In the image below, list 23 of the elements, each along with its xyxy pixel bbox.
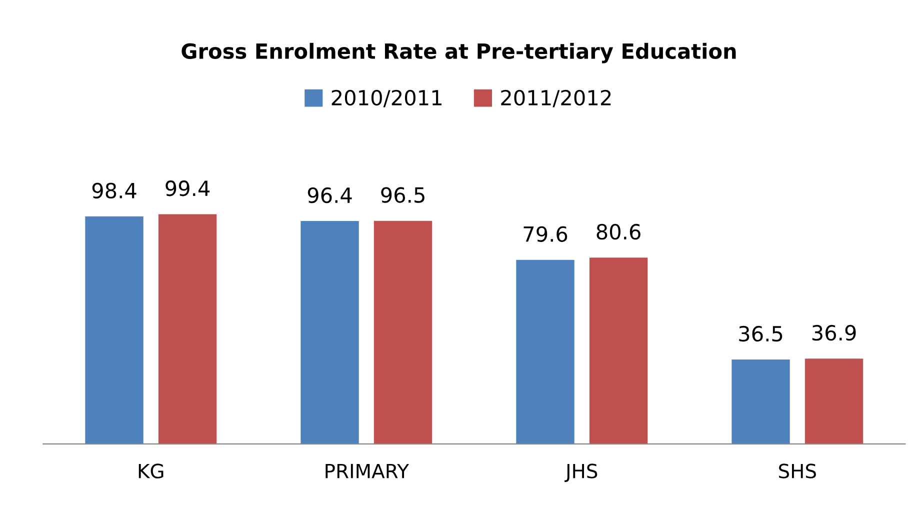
bar xyxy=(85,216,144,444)
x-tick-label: PRIMARY xyxy=(326,464,410,478)
bar xyxy=(374,220,432,444)
bar xyxy=(158,214,217,444)
data-label: 36.9 xyxy=(812,324,856,341)
legend-label: 2011/2012 xyxy=(501,90,611,108)
data-label: 80.6 xyxy=(596,224,640,240)
legend-label: 2010/2011 xyxy=(332,90,442,108)
bar xyxy=(300,221,359,444)
data-label: 36.5 xyxy=(739,326,782,342)
data-label: 79.6 xyxy=(524,226,568,242)
data-label: 96.5 xyxy=(381,187,424,203)
x-tick-label: JHS xyxy=(564,464,598,482)
bar xyxy=(732,360,790,444)
data-label: 99.4 xyxy=(166,180,210,196)
bar xyxy=(804,358,864,444)
data-label: 96.4 xyxy=(308,187,352,204)
bar xyxy=(516,260,574,444)
x-tick-label: KG xyxy=(138,464,164,478)
chart-title: Gross Enrolment Rate at Pre-tertiary Education xyxy=(182,42,736,64)
bar xyxy=(589,258,648,444)
data-label: 98.4 xyxy=(92,182,136,199)
x-tick-label: SHS xyxy=(779,464,816,478)
